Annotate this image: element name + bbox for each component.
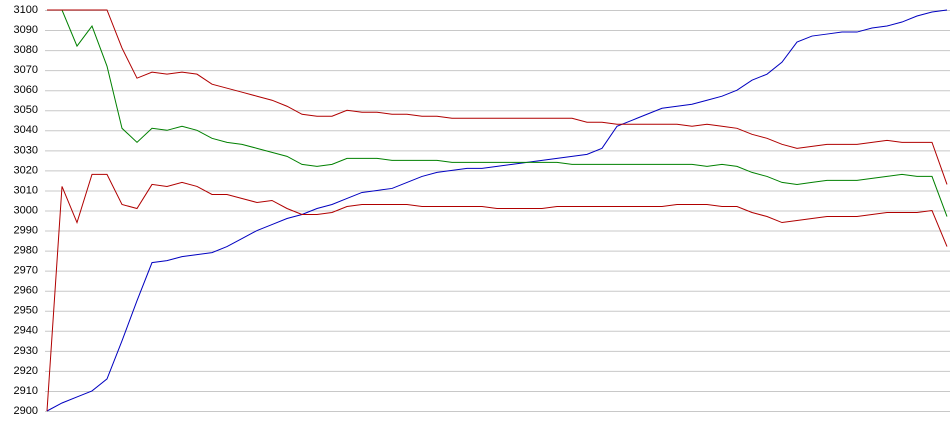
series-line xyxy=(47,9,948,185)
y-tick-label: 3030 xyxy=(14,144,38,156)
y-tick-label: 2950 xyxy=(14,305,38,317)
y-tick-label: 3040 xyxy=(14,124,38,136)
y-tick-label: 2900 xyxy=(14,405,38,417)
y-tick-label: 2970 xyxy=(14,265,38,277)
y-tick-label: 3020 xyxy=(14,164,38,176)
y-tick-label: 3050 xyxy=(14,104,38,116)
series-line xyxy=(47,9,948,217)
y-tick-label: 3000 xyxy=(14,204,38,216)
y-tick-label: 3070 xyxy=(14,64,38,76)
y-tick-label: 2910 xyxy=(14,385,38,397)
y-tick-label: 3010 xyxy=(14,184,38,196)
y-tick-label: 2980 xyxy=(14,245,38,257)
y-tick-label: 2920 xyxy=(14,365,38,377)
y-tick-label: 2940 xyxy=(14,325,38,337)
y-tick-label: 2960 xyxy=(14,285,38,297)
y-tick-label: 2990 xyxy=(14,224,38,236)
y-tick-label: 3080 xyxy=(14,44,38,56)
y-tick-label: 3060 xyxy=(14,84,38,96)
y-tick-label: 3100 xyxy=(14,4,38,16)
y-tick-label: 2930 xyxy=(14,345,38,357)
series-line xyxy=(46,173,948,412)
y-tick-label: 3090 xyxy=(14,24,38,36)
series-line xyxy=(46,9,948,412)
